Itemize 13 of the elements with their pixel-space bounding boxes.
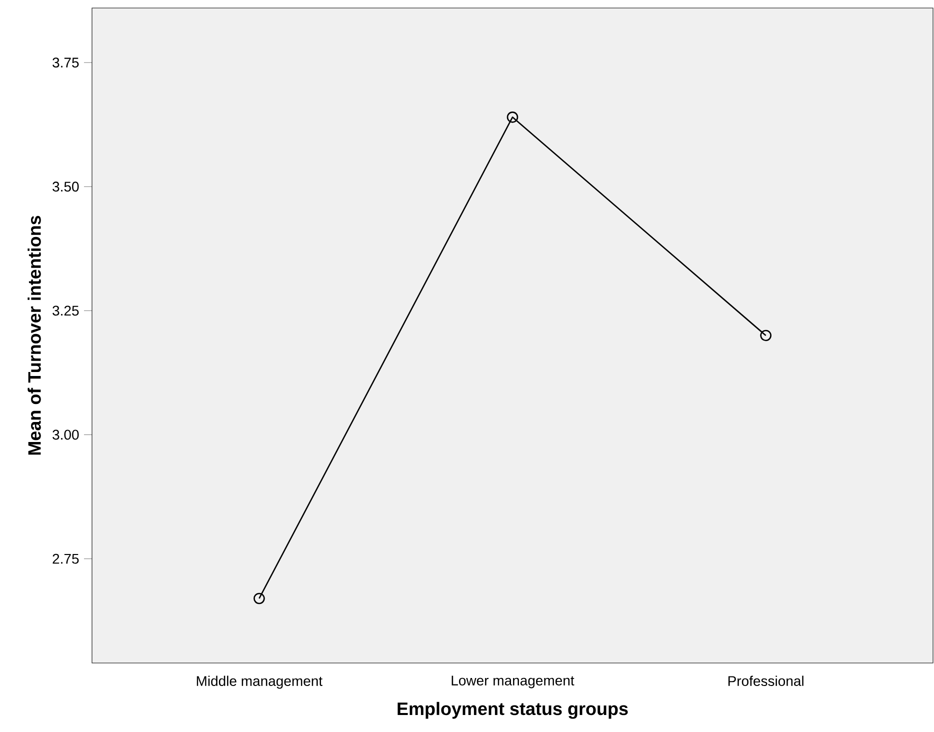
x-tick-label: Lower management bbox=[452, 676, 574, 688]
y-axis-title: Mean of Turnover intentions bbox=[28, 216, 41, 455]
x-tick-label: Professional bbox=[728, 676, 804, 686]
point bbox=[254, 592, 265, 604]
y-tick-label: 3.00 bbox=[52, 430, 79, 440]
point bbox=[760, 330, 772, 342]
y-tick-label: 3.75 bbox=[52, 58, 79, 68]
y-tick-label: 3.25 bbox=[52, 306, 79, 316]
x-axis-title: Employment status groups bbox=[398, 702, 628, 719]
y-tick-label: 3.50 bbox=[52, 182, 79, 192]
x-tick-label: Middle management bbox=[196, 676, 322, 689]
y-tick-label: 2.75 bbox=[52, 554, 79, 564]
point bbox=[506, 111, 518, 123]
